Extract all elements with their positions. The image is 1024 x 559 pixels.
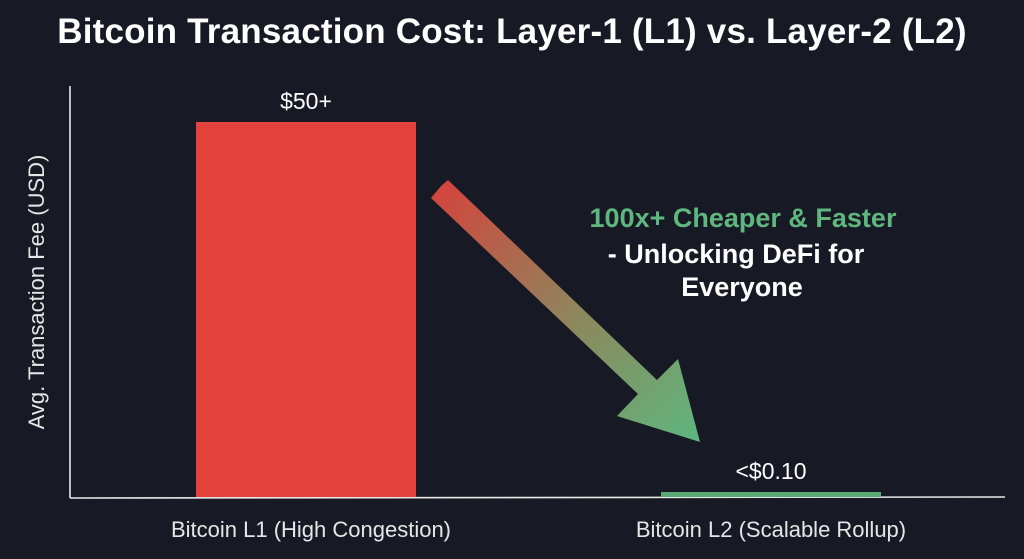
bar-1: [196, 122, 416, 497]
x-tick-labels-group: Bitcoin L1 (High Congestion) Bitcoin L2 (…: [171, 517, 906, 542]
annotation-arrow: [431, 180, 700, 442]
data-label-1: $50+: [280, 88, 332, 114]
annotation-line-3: Everyone: [681, 272, 803, 302]
chart-title: Bitcoin Transaction Cost: Layer-1 (L1) v…: [57, 12, 967, 51]
annotation-line-2: - Unlocking DeFi for: [608, 239, 865, 269]
y-axis-label: Avg. Transaction Fee (USD): [24, 155, 49, 430]
data-labels-group: $50+ <$0.10: [280, 88, 806, 484]
data-label-2: <$0.10: [736, 458, 807, 484]
bar-2: [661, 492, 881, 497]
x-tick-label-2: Bitcoin L2 (Scalable Rollup): [636, 517, 906, 542]
annotation-line-1: 100x+ Cheaper & Faster: [590, 203, 897, 233]
x-tick-label-1: Bitcoin L1 (High Congestion): [171, 517, 451, 542]
x-axis-line: [69, 496, 1006, 499]
annotation-text: 100x+ Cheaper & Faster - Unlocking DeFi …: [590, 203, 897, 302]
bars-group: [196, 122, 881, 497]
